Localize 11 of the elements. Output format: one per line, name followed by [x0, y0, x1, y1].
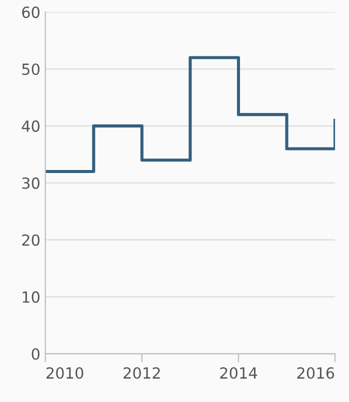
y-tick-label: 40 — [22, 120, 40, 132]
x-tick-label: 2010 — [46, 367, 84, 379]
y-tick-label: 10 — [22, 291, 40, 303]
y-tick-label: 30 — [22, 177, 40, 189]
x-tick-label: 2014 — [220, 367, 258, 379]
y-tick-label: 50 — [22, 63, 40, 76]
x-tick-label: 2016 — [297, 367, 334, 379]
y-tick-label: 0 — [32, 348, 40, 360]
y-tick-label: 20 — [22, 234, 40, 246]
y-tick-label: 60 — [22, 6, 40, 18]
x-tick-label: 2012 — [124, 367, 160, 379]
